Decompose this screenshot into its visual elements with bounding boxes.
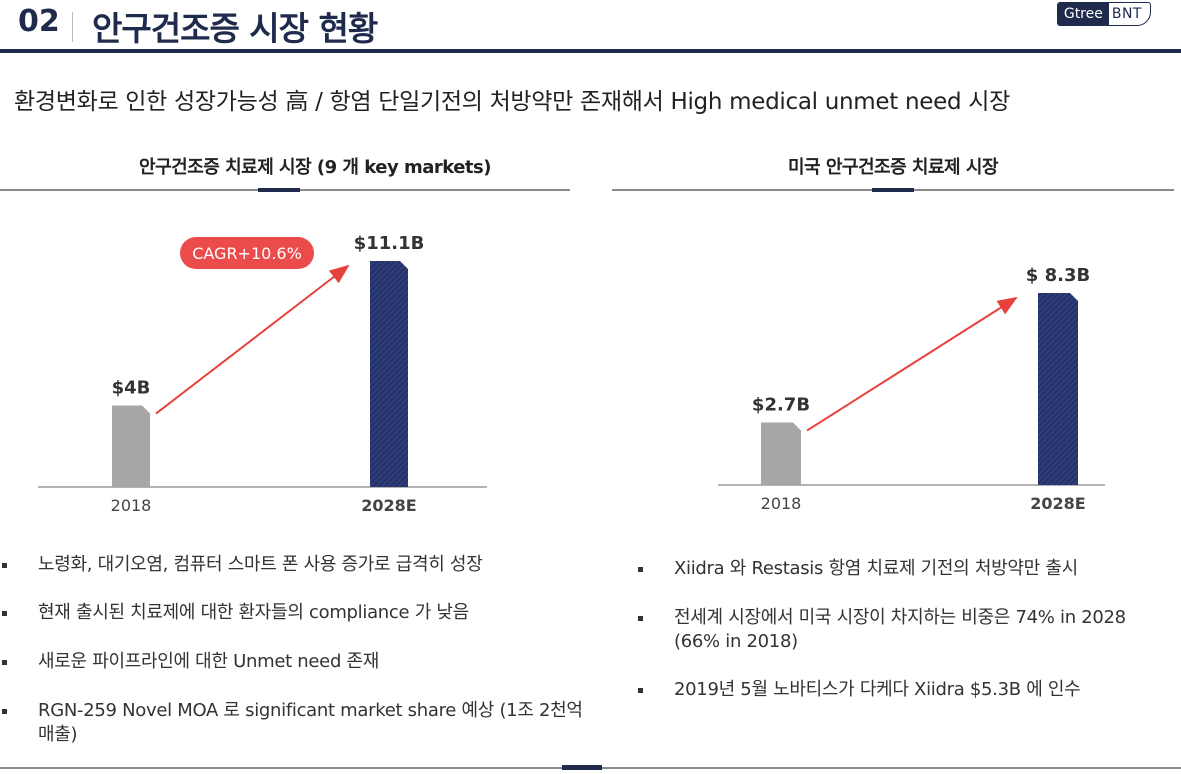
page-subtitle: 환경변화로 인한 성장가능성 高 / 항염 단일기전의 처방약만 존재해서 Hi…	[14, 89, 1010, 115]
us-market-chart: $2.7B 2018 $ 8.3B 2028E	[718, 265, 1105, 513]
company-logo: Gtree BNT	[1056, 2, 1151, 26]
list-item: 현재 출시된 치료제에 대한 환자들의 compliance 가 낮음	[0, 601, 598, 625]
x-tick-label: 2018	[111, 496, 152, 515]
list-item: 전세계 시장에서 미국 시장이 차지하는 비중은 74% in 2028 (66…	[636, 606, 1164, 654]
list-item: RGN-259 Novel MOA 로 significant market s…	[0, 699, 588, 747]
cagr-label: CAGR+10.6%	[192, 244, 302, 263]
list-item: 새로운 파이프라인에 대한 Unmet need 존재	[0, 650, 598, 674]
right-bullet-list: Xiidra 와 Restasis 항염 치료제 기전의 처방약만 출시 전세계…	[636, 557, 1176, 737]
bar-2018	[112, 405, 150, 487]
bar-data-label: $11.1B	[354, 233, 425, 254]
right-section-marker	[872, 188, 914, 192]
footer-marker	[562, 765, 602, 770]
right-section-title: 미국 안구건조증 치료제 시장	[787, 157, 999, 178]
bar-2028e	[1038, 293, 1078, 485]
header-separator	[72, 12, 73, 42]
left-section-title: 안구건조증 치료제 시장 (9 개 key markets)	[139, 157, 491, 178]
bar-data-label: $2.7B	[752, 395, 810, 416]
x-tick-label: 2018	[761, 494, 802, 513]
cagr-badge	[180, 237, 314, 269]
bar-data-label: $ 8.3B	[1026, 265, 1090, 286]
logo-bnt: BNT	[1111, 6, 1142, 22]
logo-gtree: Gtree	[1057, 3, 1109, 25]
growth-arrow	[806, 296, 1018, 432]
bar-data-label: $4B	[112, 378, 151, 399]
market-charts: $4B 2018 $11.1B 2028E CAGR+10.6% $2.7B 2018 $ …	[38, 233, 1105, 515]
left-section-marker	[258, 188, 300, 192]
x-tick-label: 2028E	[361, 496, 416, 515]
list-item: 노령화, 대기오염, 컴퓨터 스마트 폰 사용 증가로 급격히 성장	[0, 553, 598, 577]
left-bullet-list: 노령화, 대기오염, 컴퓨터 스마트 폰 사용 증가로 급격히 성장 현재 출시…	[0, 553, 600, 753]
list-item: Xiidra 와 Restasis 항염 치료제 기전의 처방약만 출시	[636, 557, 1159, 581]
header-rule	[0, 49, 1181, 53]
bar-2028e	[370, 261, 408, 487]
bar-2018	[761, 422, 801, 485]
page-title: 안구건조증 시장 현황	[92, 9, 378, 48]
global-market-chart: $4B 2018 $11.1B 2028E CAGR+10.6%	[38, 233, 487, 515]
growth-arrow	[155, 264, 350, 415]
x-tick-label: 2028E	[1030, 494, 1085, 513]
list-item: 2019년 5월 노바티스가 다케다 Xiidra $5.3B 에 인수	[636, 678, 1159, 702]
section-number: 02	[18, 4, 60, 39]
